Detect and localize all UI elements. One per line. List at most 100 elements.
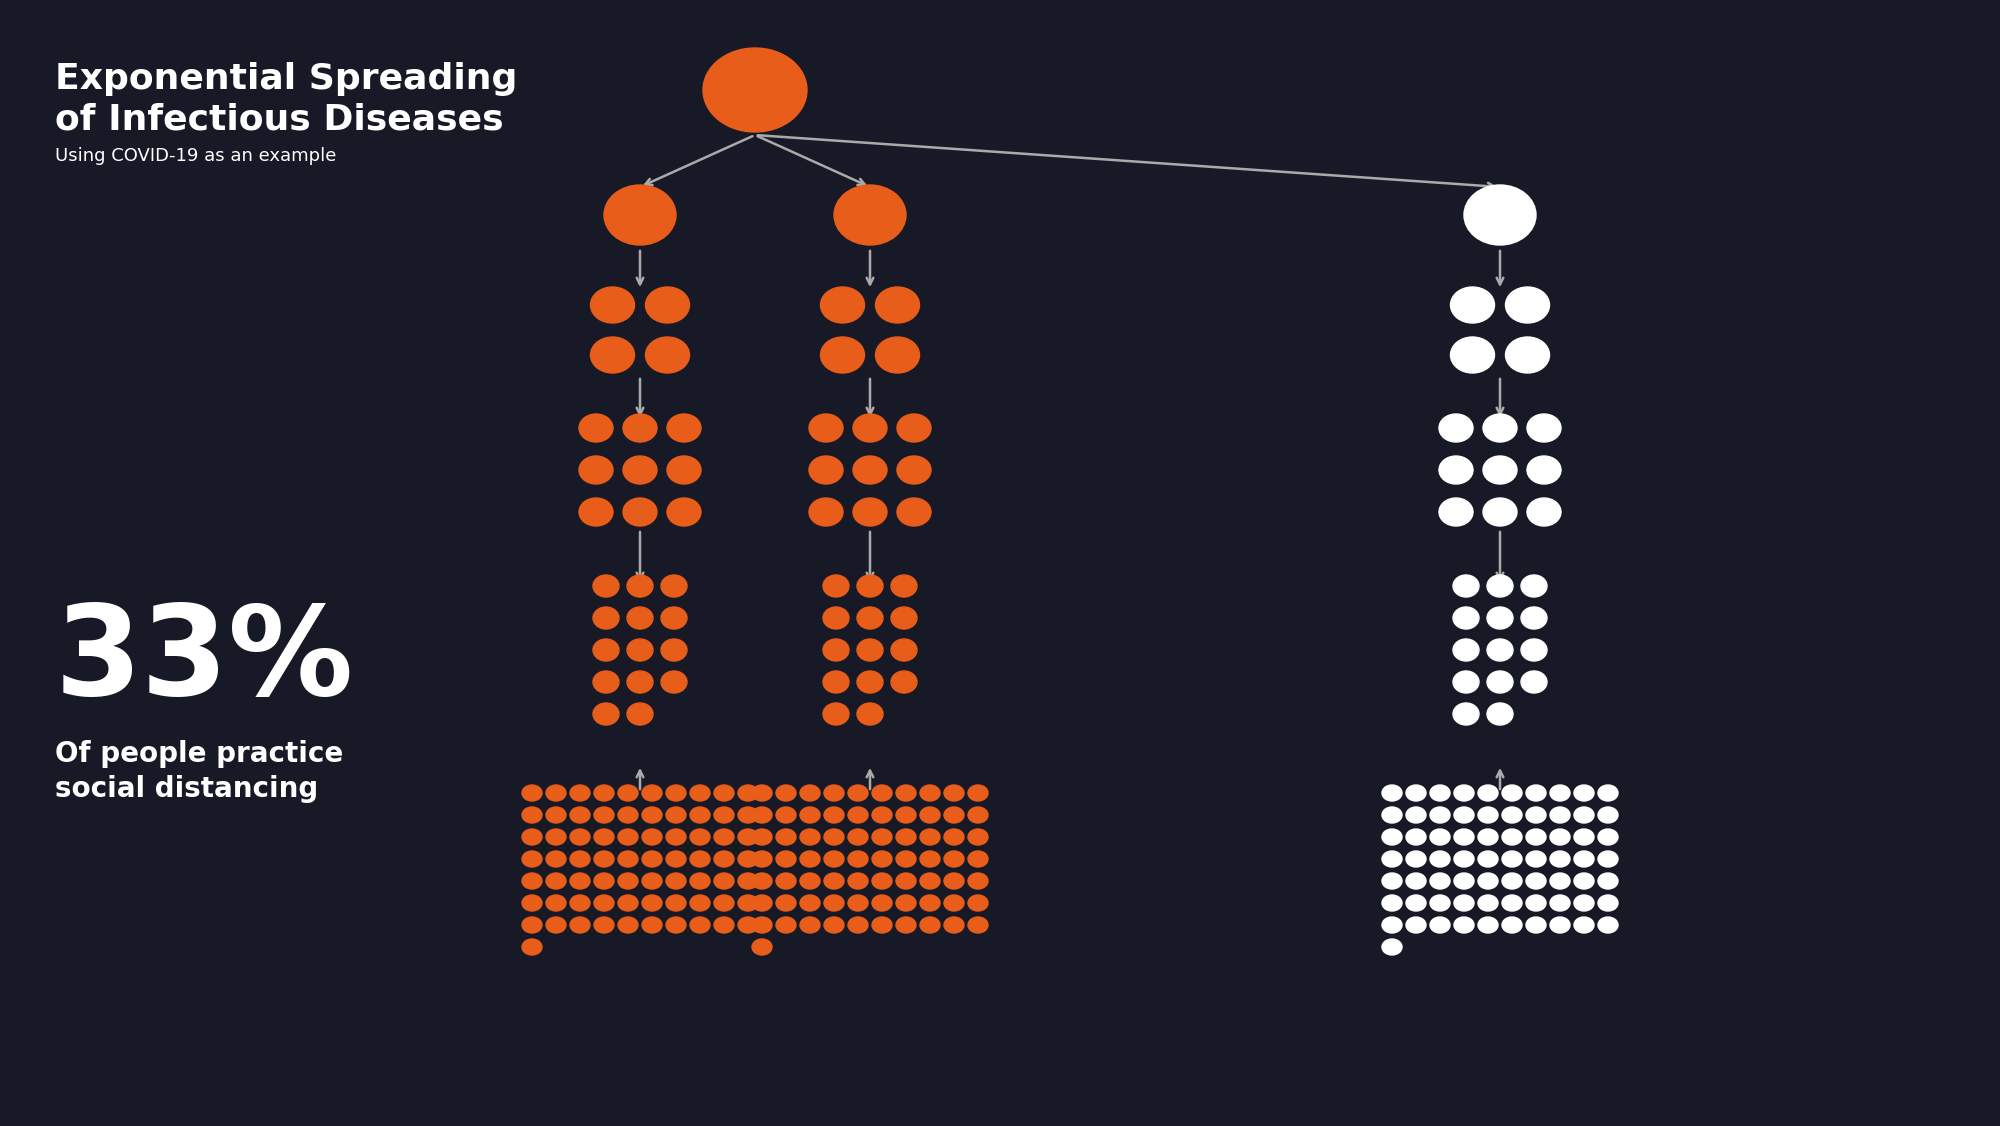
Ellipse shape [808,414,844,443]
Ellipse shape [642,851,662,867]
Ellipse shape [848,873,868,890]
Ellipse shape [1550,851,1570,867]
Ellipse shape [1430,917,1450,933]
Ellipse shape [968,895,988,911]
Ellipse shape [872,829,892,844]
Ellipse shape [856,703,884,725]
Ellipse shape [896,917,916,933]
Ellipse shape [824,638,848,661]
Ellipse shape [522,851,542,867]
Ellipse shape [1478,873,1498,890]
Ellipse shape [876,287,920,323]
Ellipse shape [522,873,542,890]
Ellipse shape [690,807,710,823]
Ellipse shape [1454,895,1474,911]
Ellipse shape [1454,785,1474,801]
Ellipse shape [968,917,988,933]
Ellipse shape [624,498,656,526]
Ellipse shape [1382,917,1402,933]
Ellipse shape [752,785,772,801]
Ellipse shape [1550,807,1570,823]
Ellipse shape [920,917,940,933]
Ellipse shape [848,807,868,823]
Ellipse shape [660,575,688,597]
Ellipse shape [1550,873,1570,890]
Ellipse shape [592,575,620,597]
Ellipse shape [824,829,844,844]
Ellipse shape [618,873,638,890]
Ellipse shape [1598,807,1618,823]
Ellipse shape [944,917,964,933]
Text: social distancing: social distancing [56,775,318,803]
Ellipse shape [580,456,612,484]
Ellipse shape [592,671,620,692]
Ellipse shape [1488,607,1514,629]
Ellipse shape [856,671,884,692]
Ellipse shape [848,895,868,911]
Ellipse shape [570,807,590,823]
Ellipse shape [522,917,542,933]
Ellipse shape [1598,917,1618,933]
Ellipse shape [1502,917,1522,933]
Ellipse shape [1488,671,1514,692]
Ellipse shape [546,807,566,823]
Ellipse shape [752,829,772,844]
Ellipse shape [852,414,888,443]
Ellipse shape [618,917,638,933]
Ellipse shape [1406,785,1426,801]
Ellipse shape [628,671,652,692]
Ellipse shape [714,851,734,867]
Ellipse shape [594,829,614,844]
Ellipse shape [1440,498,1472,526]
Ellipse shape [800,917,820,933]
Ellipse shape [1598,829,1618,844]
Ellipse shape [1478,851,1498,867]
Ellipse shape [642,807,662,823]
Ellipse shape [1574,851,1594,867]
Ellipse shape [1522,638,1548,661]
Ellipse shape [738,917,758,933]
Ellipse shape [690,829,710,844]
Ellipse shape [1430,895,1450,911]
Ellipse shape [920,895,940,911]
Ellipse shape [820,287,864,323]
Ellipse shape [594,873,614,890]
Ellipse shape [1502,873,1522,890]
Ellipse shape [876,337,920,373]
Ellipse shape [1526,829,1546,844]
Ellipse shape [738,895,758,911]
Ellipse shape [1526,873,1546,890]
Ellipse shape [624,414,656,443]
Ellipse shape [752,895,772,911]
Ellipse shape [1598,851,1618,867]
Ellipse shape [704,48,808,132]
Ellipse shape [1526,917,1546,933]
Ellipse shape [1574,917,1594,933]
Ellipse shape [642,829,662,844]
Ellipse shape [690,785,710,801]
Ellipse shape [1430,873,1450,890]
Ellipse shape [1598,895,1618,911]
Ellipse shape [1406,895,1426,911]
Ellipse shape [1454,829,1474,844]
Ellipse shape [1454,851,1474,867]
Ellipse shape [800,873,820,890]
Ellipse shape [618,807,638,823]
Ellipse shape [1550,829,1570,844]
Ellipse shape [896,873,916,890]
Ellipse shape [522,785,542,801]
Ellipse shape [618,895,638,911]
Ellipse shape [1574,829,1594,844]
Ellipse shape [592,607,620,629]
Ellipse shape [1488,575,1514,597]
Ellipse shape [690,895,710,911]
Ellipse shape [1574,873,1594,890]
Ellipse shape [824,703,848,725]
Ellipse shape [1452,607,1480,629]
Ellipse shape [1406,851,1426,867]
Ellipse shape [892,607,916,629]
Text: Of people practice: Of people practice [56,740,344,768]
Ellipse shape [800,807,820,823]
Ellipse shape [824,671,848,692]
Text: of Infectious Diseases: of Infectious Diseases [56,102,504,136]
